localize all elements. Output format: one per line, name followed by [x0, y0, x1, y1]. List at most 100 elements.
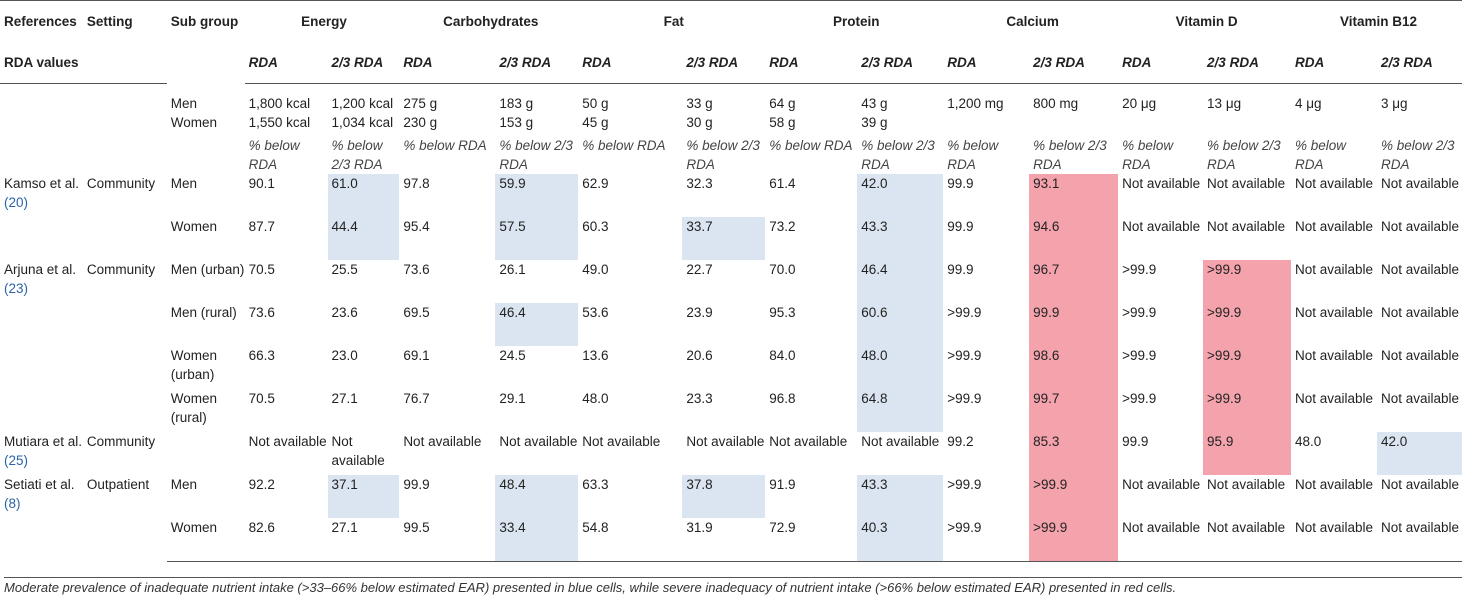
reference-value: 43 g: [861, 96, 888, 111]
citation-link[interactable]: (20): [4, 195, 29, 210]
value-cell: >99.9: [1122, 348, 1157, 363]
value-cell: 69.5: [403, 305, 430, 320]
reference-value: 13 μg: [1207, 96, 1242, 111]
header-fat: Fat: [578, 0, 766, 42]
header-rda: RDA: [578, 42, 683, 84]
value-cell: 60.6: [857, 303, 944, 346]
value-cell: 70.0: [769, 262, 796, 277]
header-rda: RDA: [765, 42, 858, 84]
header-references: References: [0, 0, 83, 42]
header-energy: Energy: [244, 0, 400, 42]
value-cell: Not available: [1295, 176, 1374, 191]
citation-link[interactable]: (23): [4, 281, 29, 296]
value-cell: 26.1: [499, 262, 526, 277]
value-cell: 85.3: [1029, 432, 1119, 475]
reference-value: 3 μg: [1380, 96, 1408, 111]
value-cell: Not available: [686, 434, 765, 449]
value-cell: Not available: [1380, 348, 1459, 363]
value-cell: 48.0: [582, 391, 609, 406]
value-cell: 87.7: [248, 219, 275, 234]
percent-label: % below RDA: [582, 138, 666, 153]
subgroup-cell: [167, 432, 245, 475]
reference-value: 800 mg: [1033, 96, 1079, 111]
percent-label: % below 2/3 RDA: [861, 138, 935, 172]
value-cell: Not available: [1380, 176, 1459, 191]
value-cell: 99.9: [403, 477, 430, 492]
value-cell: >99.9: [943, 518, 1030, 562]
header-two-thirds-rda: 2/3 RDA: [1376, 42, 1462, 84]
value-cell: 92.2: [248, 477, 275, 492]
value-cell: Not available: [1295, 391, 1374, 406]
header-carbohydrates: Carbohydrates: [399, 0, 579, 42]
header-vitamin-b12: Vitamin B12: [1291, 0, 1462, 42]
value-cell: 95.4: [403, 219, 430, 234]
table-row: Women (urban) 66.3 23.0 69.1 24.5 13.6 20.6 84.…: [0, 346, 1462, 389]
setting-cell: Community: [86, 176, 156, 191]
value-cell: 73.6: [403, 262, 430, 277]
table-row: Arjuna et al. (23) Community Men (urban) 70…: [0, 260, 1462, 303]
value-cell: Not available: [1380, 391, 1459, 406]
reference-value: [1291, 113, 1377, 136]
subgroup-cell: Women: [166, 518, 245, 562]
nutrient-table: References Setting Sub group Energy Carb…: [0, 0, 1462, 562]
citation-link[interactable]: (25): [4, 453, 29, 468]
value-cell: 46.4: [857, 260, 944, 303]
value-cell: 31.9: [682, 518, 766, 562]
value-cell: >99.9: [1203, 260, 1292, 303]
header-two-thirds-rda: 2/3 RDA: [1029, 42, 1119, 84]
header-two-thirds-rda: 2/3 RDA: [1203, 42, 1292, 84]
reference-row: Women 1,550 kcal 1,034 kcal 230 g 153 g 45 g 3…: [0, 113, 1462, 136]
setting-cell: Community: [86, 262, 156, 277]
empty-cell: [83, 84, 167, 114]
reference-value: 45 g: [582, 115, 609, 130]
value-cell: 42.0: [857, 174, 944, 217]
value-cell: Not available: [1291, 518, 1377, 562]
header-protein: Protein: [765, 0, 944, 42]
percent-label: % below 2/3 RDA: [1207, 138, 1281, 172]
subgroup-cell: Men: [170, 477, 198, 492]
value-cell: 69.1: [403, 348, 430, 363]
table-row: Men (rural) 73.6 23.6 69.5 46.4 53.6 23.9 95.3 6…: [0, 303, 1462, 346]
subgroup-cell: Women: [170, 115, 218, 130]
header-rda: RDA: [943, 42, 1030, 84]
value-cell: >99.9: [1122, 391, 1157, 406]
percent-label: % below RDA: [769, 138, 853, 153]
table-row: Kamso et al. (20) Community Men 90.1 61.0 97.…: [0, 174, 1462, 217]
header-rda-values: RDA values: [0, 42, 167, 84]
value-cell: 99.2: [947, 434, 974, 449]
header-two-thirds-rda: 2/3 RDA: [682, 42, 766, 84]
reference-value: 230 g: [403, 115, 438, 130]
value-cell: 99.7: [1029, 389, 1119, 432]
subgroup-cell: Women (urban): [170, 348, 218, 382]
value-cell: Not available: [331, 434, 385, 468]
value-cell: 99.9: [1029, 303, 1119, 346]
value-cell: 99.9: [947, 262, 974, 277]
value-cell: >99.9: [1203, 346, 1292, 389]
value-cell: Not available: [1203, 518, 1292, 562]
header-two-thirds-rda: 2/3 RDA: [857, 42, 944, 84]
value-cell: >99.9: [1203, 303, 1292, 346]
value-cell: Not available: [248, 434, 327, 449]
percent-label: % below RDA: [248, 138, 300, 172]
percent-label: % below RDA: [947, 138, 999, 172]
reference-cell: Setiati et al. (8): [0, 475, 83, 562]
value-cell: 96.7: [1029, 260, 1119, 303]
value-cell: Not available: [582, 434, 661, 449]
reference-value: 30 g: [686, 115, 713, 130]
value-cell: Not available: [1295, 348, 1374, 363]
value-cell: Not available: [861, 434, 940, 449]
empty-cell: [83, 136, 167, 174]
reference-name: Mutiara et al.: [4, 434, 83, 449]
citation-link[interactable]: (8): [4, 496, 21, 511]
value-cell: >99.9: [1203, 389, 1292, 432]
value-cell: Not available: [1376, 518, 1462, 562]
value-cell: 99.9: [1122, 434, 1149, 449]
header-two-thirds-rda: 2/3 RDA: [327, 42, 400, 84]
reference-value: 1,034 kcal: [331, 115, 394, 130]
reference-cell: Arjuna et al. (23): [0, 260, 83, 432]
value-cell: Not available: [1380, 219, 1459, 234]
reference-value: 153 g: [499, 115, 534, 130]
value-cell: 23.3: [686, 391, 713, 406]
value-cell: 27.1: [331, 391, 358, 406]
percent-label-row: % below RDA % below 2/3 RDA % below RDA % b…: [0, 136, 1462, 174]
